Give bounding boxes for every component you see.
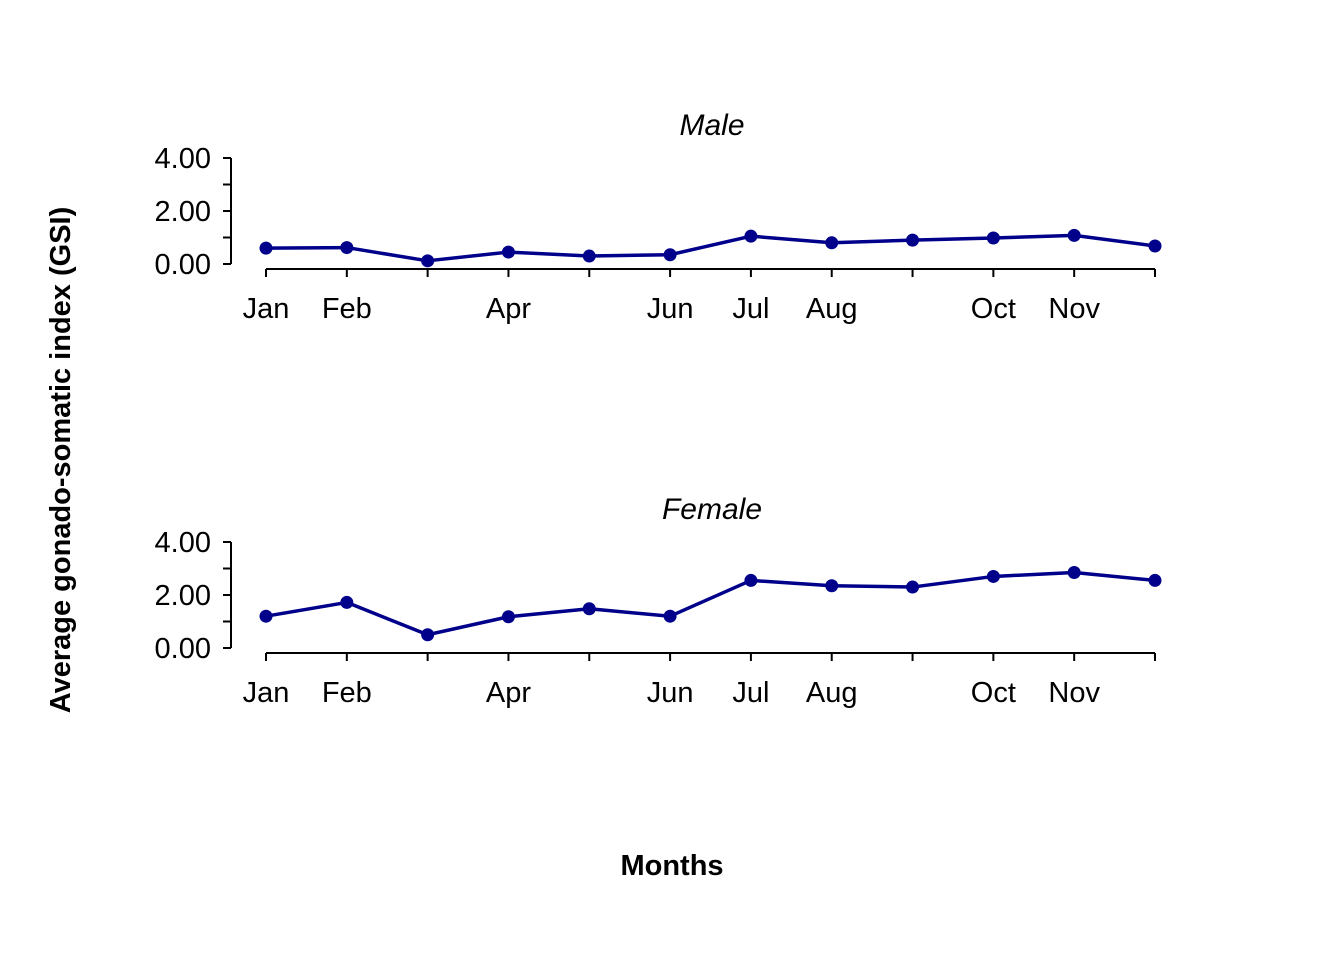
female-data-point	[421, 628, 435, 642]
female-data-point	[259, 609, 273, 623]
male-x-tick-label: Jun	[647, 293, 694, 325]
chart-panels: Male 0.00 2.00 4.00 Jan Feb Apr Jun Jul Aug Oct Nov…	[155, 109, 1162, 709]
male-data-point	[259, 241, 273, 255]
male-data-point	[340, 241, 354, 255]
male-data-point	[906, 233, 920, 247]
male-series-line	[265, 233, 1156, 263]
female-data-point	[340, 595, 354, 609]
male-title: Male	[679, 109, 744, 142]
male-x-tick-label: Aug	[806, 293, 858, 325]
female-data-point	[582, 602, 596, 616]
male-y-tick-label: 2.00	[155, 196, 211, 228]
male-x-tick-label: Feb	[322, 293, 372, 325]
male-x-tick-label: Oct	[971, 293, 1016, 325]
male-data-point	[663, 248, 677, 262]
female-data-point	[825, 579, 839, 593]
female-data-point	[663, 609, 677, 623]
male-data-point	[986, 231, 1000, 245]
male-x-tick-label: Jan	[243, 293, 290, 325]
female-data-point	[501, 610, 515, 624]
male-data-point	[1148, 239, 1162, 253]
male-x-tick-label: Nov	[1048, 293, 1100, 325]
female-x-tick-label: Feb	[322, 677, 372, 709]
male-panel: Male 0.00 2.00 4.00 Jan Feb Apr Jun Jul Aug Oct Nov	[155, 109, 1162, 325]
female-data-point	[1067, 565, 1081, 579]
female-y-tick-label: 4.00	[155, 527, 211, 559]
male-data-point	[1067, 228, 1081, 242]
male-data-point	[582, 249, 596, 263]
y-axis-label: Average gonado-somatic index (GSI)	[45, 207, 77, 714]
female-title: Female	[662, 493, 762, 526]
female-x-tick-label: Nov	[1048, 677, 1100, 709]
female-panel: Female 0.00 2.00 4.00 Jan Feb Apr Jun Jul Aug Oct N…	[155, 493, 1162, 709]
female-x-tick-label: Aug	[806, 677, 858, 709]
female-data-point	[986, 569, 1000, 583]
male-data-point	[825, 236, 839, 250]
male-data-point	[501, 245, 515, 259]
female-x-tick-label: Apr	[486, 677, 531, 709]
male-x-tick-label: Jul	[732, 293, 769, 325]
female-x-tick-label: Oct	[971, 677, 1016, 709]
female-x-tick-label: Jan	[243, 677, 290, 709]
female-y-tick-label: 2.00	[155, 580, 211, 612]
male-data-point	[744, 229, 758, 243]
female-y-tick-label: 0.00	[155, 633, 211, 665]
male-data-point	[421, 254, 435, 268]
male-y-tick-label: 0.00	[155, 249, 211, 281]
female-data-point	[906, 580, 920, 594]
x-axis-label: Months	[620, 850, 723, 882]
male-x-tick-label: Apr	[486, 293, 531, 325]
female-x-tick-label: Jul	[732, 677, 769, 709]
female-x-tick-label: Jun	[647, 677, 694, 709]
female-data-point	[1148, 573, 1162, 587]
male-y-tick-label: 4.00	[155, 143, 211, 175]
female-data-point	[744, 573, 758, 587]
female-series-line	[265, 570, 1156, 637]
